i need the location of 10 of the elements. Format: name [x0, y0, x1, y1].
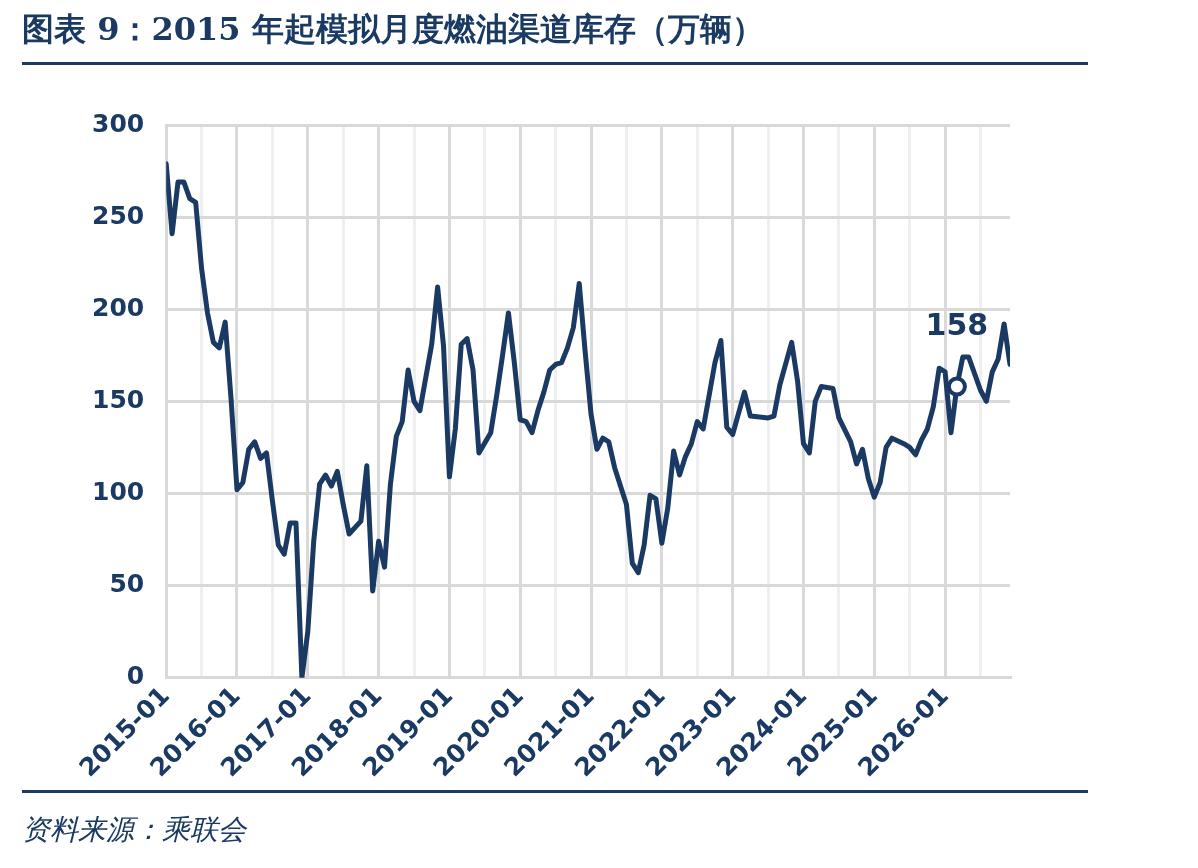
- text: 资料来源：乘联会: [22, 812, 248, 848]
- y-tick-label: 150: [92, 384, 145, 414]
- y-tick-label: 200: [92, 292, 145, 322]
- y-tick-label: 300: [92, 108, 145, 138]
- y-tick-label: 0: [126, 661, 145, 691]
- data-label: 158: [925, 307, 989, 343]
- y-tick-label: 50: [109, 569, 145, 599]
- y-tick-label: 250: [92, 200, 145, 230]
- chart-title: 图表 9：2015 年起模拟月度燃油渠道库存（万辆）: [22, 8, 1088, 65]
- y-tick-label: 100: [92, 476, 145, 506]
